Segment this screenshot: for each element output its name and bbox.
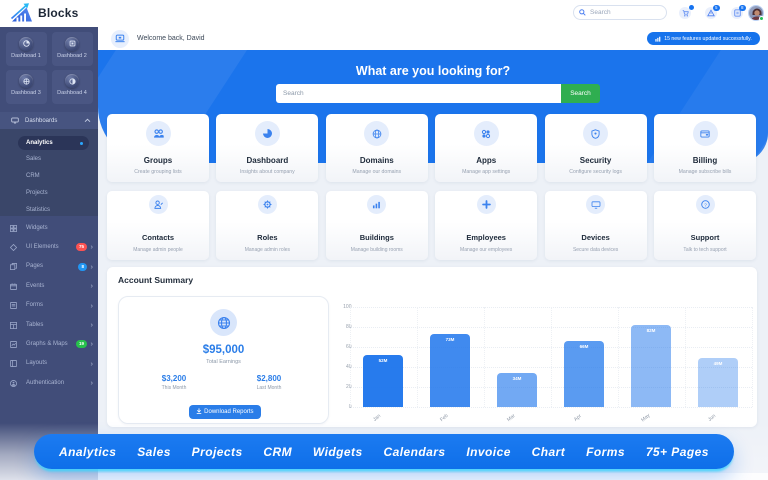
svg-text:?: ? <box>704 202 707 208</box>
